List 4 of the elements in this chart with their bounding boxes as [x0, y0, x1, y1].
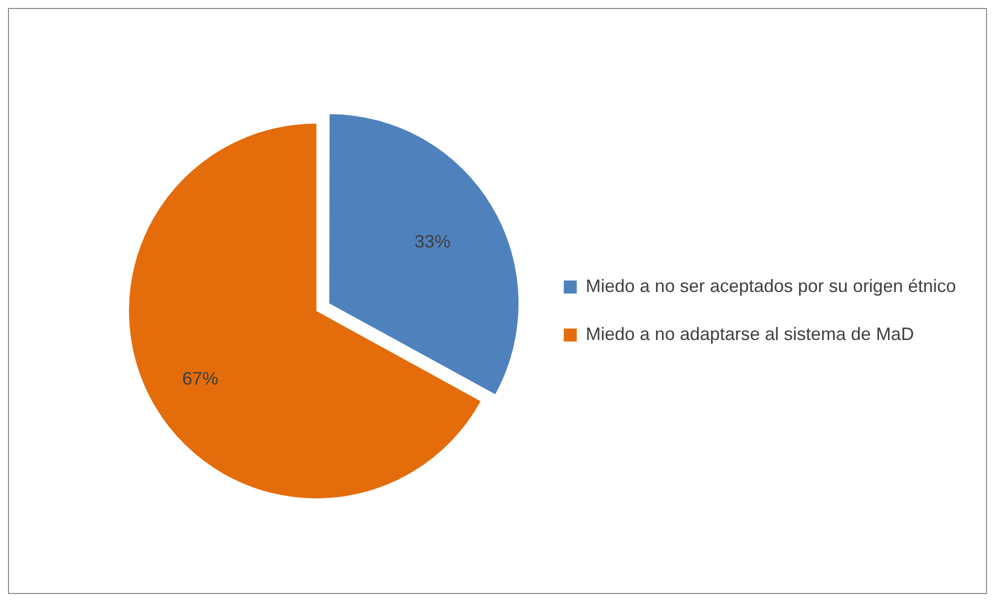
data-label: 67%: [182, 368, 218, 389]
legend-label: Miedo a no adaptarse al sistema de MaD: [586, 324, 914, 344]
legend-label: Miedo a no ser aceptados por su origen étnico: [586, 276, 956, 296]
data-label: 33%: [414, 231, 451, 252]
